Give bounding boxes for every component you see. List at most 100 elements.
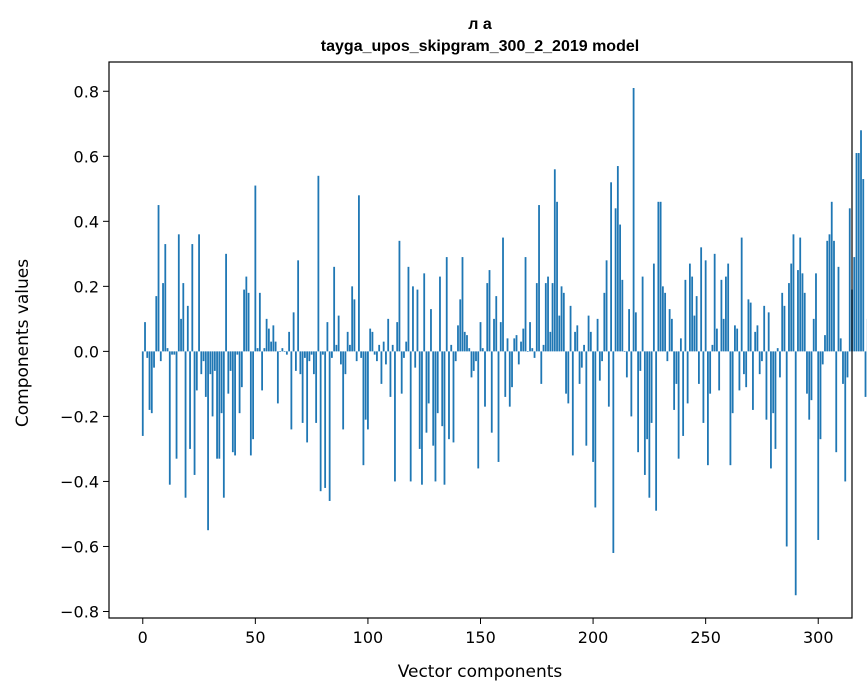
bar-45	[243, 289, 245, 352]
bar-86	[335, 344, 338, 352]
bar-314	[848, 208, 851, 352]
bar-280	[772, 351, 775, 414]
bar-43	[238, 351, 241, 414]
bar-8	[159, 351, 162, 362]
bar-169	[522, 328, 525, 352]
bar-110	[389, 351, 392, 397]
bar-143	[463, 331, 466, 352]
bar-243	[688, 263, 691, 352]
x-tick-label-200: 200	[578, 628, 609, 647]
bar-233	[666, 351, 669, 362]
bar-213	[621, 279, 624, 352]
bar-62	[281, 348, 284, 352]
bar-267	[743, 351, 745, 375]
bar-22	[191, 244, 194, 352]
bar-32	[213, 351, 216, 371]
bar-132	[439, 276, 441, 352]
bar-7	[157, 205, 160, 352]
bar-272	[754, 331, 757, 352]
bar-16	[177, 234, 180, 352]
bar-160	[502, 237, 504, 352]
bar-223	[643, 351, 646, 475]
bar-83	[328, 351, 331, 501]
bar-148	[475, 351, 477, 362]
bar-129	[432, 351, 435, 446]
bar-244	[691, 276, 694, 352]
bar-79	[319, 351, 322, 492]
bar-177	[540, 351, 543, 384]
bar-114	[398, 240, 401, 352]
bar-201	[594, 351, 597, 508]
bar-95	[355, 351, 358, 362]
bar-211	[616, 166, 619, 352]
bar-256	[718, 351, 721, 391]
bar-2	[146, 351, 149, 358]
bar-168	[520, 341, 522, 352]
bar-151	[481, 348, 484, 352]
bar-240	[682, 351, 685, 436]
bar-290	[794, 351, 797, 596]
bar-266	[740, 237, 743, 352]
bar-218	[632, 88, 635, 352]
bar-82	[326, 322, 329, 352]
bar-48	[249, 351, 252, 456]
bar-301	[819, 351, 822, 440]
bar-152	[484, 351, 486, 407]
bar-75	[310, 351, 313, 355]
bar-128	[430, 309, 432, 352]
y-axis-ticks: 0.8 0.6 0.4 0.2 0.0 −0.2 −0.4 −0.6 −0.8	[60, 82, 109, 621]
bars-group	[141, 88, 867, 596]
bar-108	[385, 351, 387, 365]
x-tick-label-300: 300	[803, 628, 834, 647]
bar-125	[423, 273, 426, 352]
bar-212	[619, 224, 621, 352]
bar-103	[373, 351, 376, 355]
bar-286	[785, 351, 788, 547]
plot-frame	[108, 61, 853, 619]
x-axis-label: Vector components	[398, 662, 563, 682]
bar-85	[333, 266, 336, 352]
x-tick-label-50: 50	[245, 628, 265, 647]
bar-234	[668, 309, 671, 352]
bar-121	[414, 351, 417, 368]
bar-115	[400, 351, 403, 394]
bar-220	[637, 351, 640, 453]
bar-15	[175, 351, 178, 459]
bar-12	[168, 351, 171, 485]
bar-254	[713, 253, 716, 352]
bar-101	[369, 328, 372, 352]
bar-49	[252, 351, 254, 440]
y-tick-label-4: 0.0	[74, 342, 99, 361]
bar-294	[803, 292, 806, 352]
bar-1	[144, 322, 146, 352]
bar-65	[288, 331, 291, 352]
bar-55	[265, 318, 268, 352]
bar-74	[308, 351, 311, 362]
bar-232	[664, 292, 667, 352]
bar-163	[508, 351, 511, 407]
bar-51	[256, 348, 259, 352]
bar-276	[763, 305, 766, 352]
bar-283	[779, 351, 781, 378]
bar-149	[477, 351, 480, 469]
bar-183	[553, 169, 556, 352]
bar-92	[349, 344, 351, 352]
bar-4	[150, 351, 153, 414]
bar-188	[565, 351, 567, 394]
bar-68	[294, 351, 297, 371]
bar-298	[812, 318, 815, 352]
bar-309	[837, 266, 840, 352]
bar-302	[821, 351, 824, 365]
bar-180	[547, 276, 549, 352]
bar-235	[670, 318, 673, 352]
bar-199	[589, 331, 592, 352]
bar-164	[511, 351, 513, 388]
bar-219	[634, 312, 637, 352]
bar-50	[254, 185, 257, 352]
bar-239	[679, 338, 682, 352]
bar-179	[544, 283, 547, 352]
bar-130	[434, 351, 437, 482]
bar-257	[720, 279, 723, 352]
bar-73	[306, 351, 309, 443]
